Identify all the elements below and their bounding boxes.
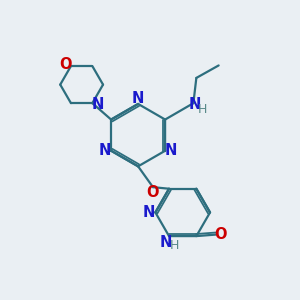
Text: N: N [142,205,155,220]
Text: N: N [92,97,104,112]
Text: H: H [198,103,208,116]
Text: O: O [147,185,159,200]
Text: O: O [59,57,72,72]
Text: N: N [189,97,201,112]
Text: N: N [165,143,177,158]
Text: H: H [170,239,179,252]
Text: N: N [99,143,111,158]
Text: N: N [132,91,144,106]
Text: O: O [214,227,227,242]
Text: N: N [159,235,172,250]
